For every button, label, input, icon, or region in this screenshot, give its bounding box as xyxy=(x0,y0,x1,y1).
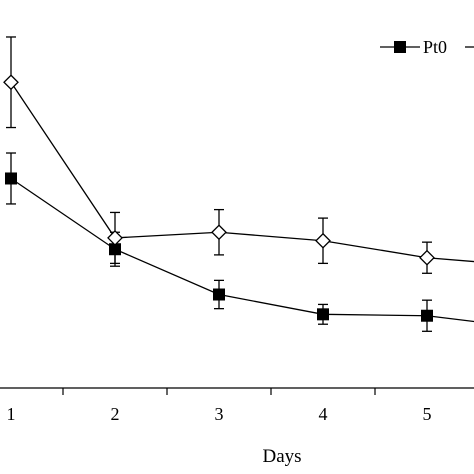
series-1 xyxy=(5,152,474,332)
data-point xyxy=(213,288,225,301)
data-point xyxy=(315,232,331,249)
x-tick-label: 1 xyxy=(7,404,16,424)
data-point xyxy=(317,308,329,321)
x-tick-label: 5 xyxy=(423,404,432,424)
legend: Pt0 xyxy=(380,37,474,57)
data-point xyxy=(211,224,227,241)
data-point xyxy=(3,74,19,91)
data-point xyxy=(419,249,435,266)
series-layer xyxy=(3,36,474,332)
data-point xyxy=(5,172,17,185)
series-2 xyxy=(3,36,474,274)
legend-label: Pt0 xyxy=(423,37,447,57)
series-line xyxy=(10,81,474,263)
series-line xyxy=(10,177,474,323)
x-tick-label: 3 xyxy=(215,404,224,424)
x-tick-label: 4 xyxy=(319,404,328,424)
data-point xyxy=(107,229,123,246)
axes: 1 2 3 4 5 xyxy=(0,387,474,424)
legend-marker xyxy=(394,41,406,53)
data-point xyxy=(421,309,433,322)
x-tick-label: 2 xyxy=(111,404,120,424)
x-axis-label: Days xyxy=(262,446,301,467)
